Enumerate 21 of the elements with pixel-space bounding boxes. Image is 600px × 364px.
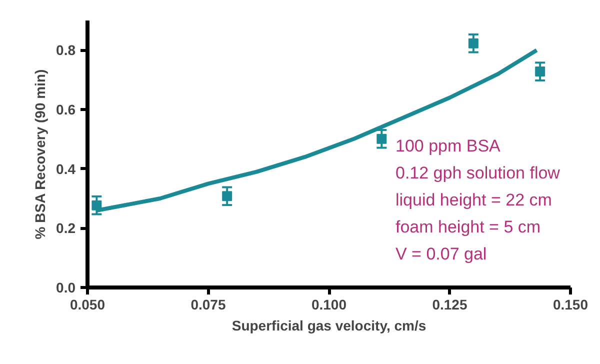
annotation: foam height = 5 cm [396,218,541,236]
x-tick-label: 0.050 [70,296,106,312]
point [222,191,232,202]
point [376,134,387,144]
y-axis-title: % BSA Recovery (90 min) [32,69,48,240]
y-tick-label: 0.2 [56,220,76,236]
x-tick-label: 0.075 [190,296,226,312]
x-axis-title: Superficial gas velocity, cm/s [232,318,426,334]
annotation: liquid height = 22 cm [396,190,552,210]
y-tick-label: 0.0 [56,280,76,296]
annotation: V = 0.07 gal [396,244,487,264]
y-tick-label: 0.6 [56,102,76,118]
y-tick-label: 0.4 [56,160,76,177]
y-tick-label: 0.8 [56,42,76,58]
x-tick-label: 0.150 [552,296,588,312]
point [468,38,478,48]
point [535,66,546,77]
x-tick-label: 0.100 [311,296,347,312]
annotation: 100 ppm BSA [396,136,502,156]
annotation: 0.12 gph solution flow [396,164,561,182]
x-tick-label: 0.125 [432,296,468,312]
